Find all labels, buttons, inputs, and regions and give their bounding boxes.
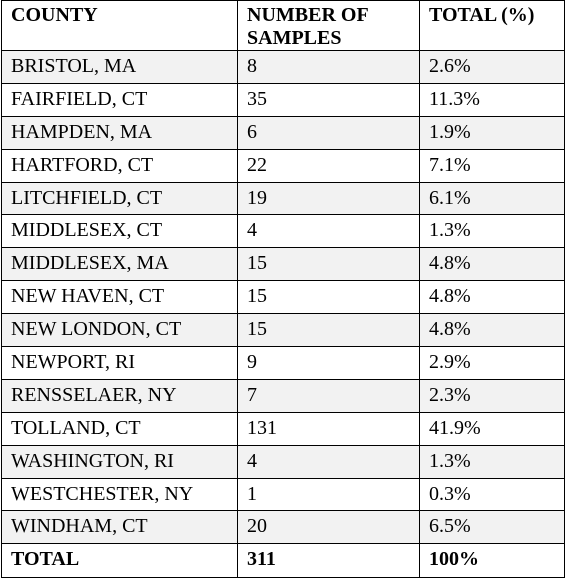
percent-cell: 2.3%	[419, 378, 565, 413]
samples-cell: 15	[237, 313, 420, 348]
table-row: LITCHFIELD, CT 19 6.1%	[1, 181, 565, 216]
table-row: RENSSELAER, NY 7 2.3%	[1, 378, 565, 413]
percent-cell: 2.9%	[419, 346, 565, 380]
samples-cell: 4	[237, 214, 420, 249]
samples-cell: 6	[237, 115, 420, 150]
samples-cell: 1	[237, 477, 420, 512]
county-cell: FAIRFIELD, CT	[1, 82, 238, 117]
county-cell: BRISTOL, MA	[1, 50, 238, 84]
table-row: NEW LONDON, CT 15 4.8%	[1, 313, 565, 348]
county-cell: HARTFORD, CT	[1, 148, 238, 183]
samples-cell: 4	[237, 444, 420, 479]
total-label: TOTAL	[1, 543, 238, 579]
header-number-of-samples: NUMBER OF SAMPLES	[237, 0, 420, 51]
percent-cell: 7.1%	[419, 148, 565, 183]
table-row: WESTCHESTER, NY 1 0.3%	[1, 477, 565, 512]
total-samples: 311	[237, 543, 420, 579]
percent-cell: 0.3%	[419, 477, 565, 512]
table-row: WASHINGTON, RI 4 1.3%	[1, 444, 565, 479]
samples-cell: 7	[237, 378, 420, 413]
percent-cell: 41.9%	[419, 411, 565, 446]
samples-cell: 22	[237, 148, 420, 183]
percent-cell: 4.8%	[419, 280, 565, 315]
table-row: HARTFORD, CT 22 7.1%	[1, 148, 565, 183]
county-cell: NEWPORT, RI	[1, 346, 238, 380]
percent-cell: 4.8%	[419, 247, 565, 282]
table-row: HAMPDEN, MA 6 1.9%	[1, 115, 565, 150]
table-row: FAIRFIELD, CT 35 11.3%	[1, 82, 565, 117]
county-cell: RENSSELAER, NY	[1, 378, 238, 413]
table-row: NEWPORT, RI 9 2.9%	[1, 346, 565, 380]
samples-cell: 8	[237, 50, 420, 84]
percent-cell: 6.5%	[419, 510, 565, 545]
percent-cell: 4.8%	[419, 313, 565, 348]
table-row: MIDDLESEX, MA 15 4.8%	[1, 247, 565, 282]
table-row: MIDDLESEX, CT 4 1.3%	[1, 214, 565, 249]
percent-cell: 1.3%	[419, 214, 565, 249]
table-row: NEW HAVEN, CT 15 4.8%	[1, 280, 565, 315]
samples-cell: 19	[237, 181, 420, 216]
county-cell: HAMPDEN, MA	[1, 115, 238, 150]
county-cell: WESTCHESTER, NY	[1, 477, 238, 512]
percent-cell: 6.1%	[419, 181, 565, 216]
samples-cell: 35	[237, 82, 420, 117]
header-county: COUNTY	[1, 0, 238, 51]
percent-cell: 2.6%	[419, 50, 565, 84]
samples-cell: 131	[237, 411, 420, 446]
county-cell: NEW LONDON, CT	[1, 313, 238, 348]
county-cell: LITCHFIELD, CT	[1, 181, 238, 216]
county-cell: WASHINGTON, RI	[1, 444, 238, 479]
percent-cell: 1.3%	[419, 444, 565, 479]
county-cell: TOLLAND, CT	[1, 411, 238, 446]
county-cell: MIDDLESEX, MA	[1, 247, 238, 282]
total-row: TOTAL 311 100%	[1, 543, 565, 579]
total-percent: 100%	[419, 543, 565, 579]
percent-cell: 11.3%	[419, 82, 565, 117]
table-row: WINDHAM, CT 20 6.5%	[1, 510, 565, 545]
table-row: TOLLAND, CT 131 41.9%	[1, 411, 565, 446]
samples-cell: 20	[237, 510, 420, 545]
samples-cell: 15	[237, 247, 420, 282]
header-total-percent: TOTAL (%)	[419, 0, 565, 51]
county-cell: NEW HAVEN, CT	[1, 280, 238, 315]
percent-cell: 1.9%	[419, 115, 565, 150]
table-body: BRISTOL, MA 8 2.6% FAIRFIELD, CT 35 11.3% HAMP…	[1, 50, 565, 545]
table-row: BRISTOL, MA 8 2.6%	[1, 50, 565, 84]
header-row: COUNTY NUMBER OF SAMPLES TOTAL (%)	[1, 0, 565, 51]
county-cell: MIDDLESEX, CT	[1, 214, 238, 249]
county-cell: WINDHAM, CT	[1, 510, 238, 545]
samples-cell: 15	[237, 280, 420, 315]
samples-cell: 9	[237, 346, 420, 380]
